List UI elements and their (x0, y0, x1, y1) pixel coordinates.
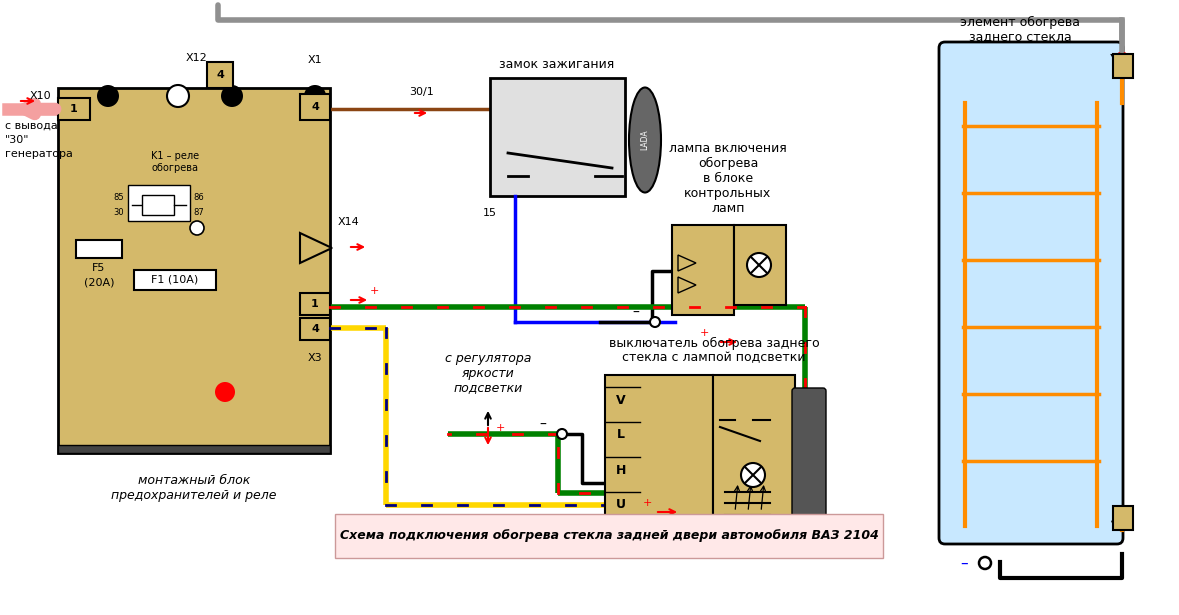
Circle shape (650, 317, 660, 327)
Text: L: L (617, 429, 625, 442)
Text: +: + (643, 498, 652, 508)
Text: +: + (496, 423, 506, 433)
Text: 1: 1 (311, 299, 318, 309)
Text: яркости: яркости (462, 367, 514, 379)
Text: F5: F5 (92, 263, 106, 273)
Bar (134, 270, 216, 290)
Bar (1113, 506, 1133, 530)
Text: V: V (617, 394, 626, 407)
Text: "30": "30" (5, 135, 29, 145)
Text: +: + (369, 286, 378, 296)
Bar (735, 225, 786, 305)
Bar (141, 195, 174, 215)
Bar (672, 225, 735, 315)
Bar (299, 293, 330, 315)
Text: лампа включения: лампа включения (670, 141, 786, 154)
Text: (20А): (20А) (84, 277, 114, 287)
Text: –: – (633, 306, 639, 320)
Bar (335, 514, 883, 558)
Circle shape (97, 85, 119, 107)
Text: X3: X3 (308, 353, 322, 363)
Text: LADA: LADA (640, 130, 650, 150)
Bar (75, 240, 121, 258)
Text: K1 – реле: K1 – реле (151, 151, 199, 161)
Text: H: H (615, 464, 626, 477)
Text: 30/1: 30/1 (409, 87, 434, 97)
Text: X12: X12 (186, 53, 208, 63)
Text: с вывода: с вывода (5, 121, 58, 131)
Text: 4: 4 (311, 102, 320, 112)
Circle shape (979, 557, 992, 569)
Circle shape (190, 221, 204, 235)
Text: контрольных: контрольных (684, 186, 771, 199)
Circle shape (220, 85, 243, 107)
Text: стекла с лампой подсветки: стекла с лампой подсветки (623, 352, 805, 365)
Circle shape (304, 85, 327, 107)
Polygon shape (1112, 507, 1132, 522)
Text: 87: 87 (193, 207, 204, 216)
FancyBboxPatch shape (938, 42, 1124, 544)
Bar (1113, 54, 1133, 78)
Text: подсветки: подсветки (454, 381, 522, 394)
Text: элемент обогрева: элемент обогрева (960, 15, 1080, 28)
Text: +: + (699, 328, 709, 338)
Text: замок зажигания: замок зажигания (500, 57, 614, 71)
FancyBboxPatch shape (792, 388, 826, 526)
Text: 85: 85 (113, 192, 124, 202)
Text: U: U (615, 499, 626, 512)
Bar (129, 185, 190, 221)
Polygon shape (678, 277, 696, 293)
Text: монтажный блок: монтажный блок (138, 474, 250, 486)
Text: F1 (10А): F1 (10А) (151, 274, 198, 284)
Text: предохранителей и реле: предохранителей и реле (111, 490, 277, 502)
Text: 1: 1 (70, 104, 78, 114)
Bar (208, 62, 233, 88)
Text: 15: 15 (483, 208, 498, 218)
Text: X10: X10 (29, 91, 51, 101)
Text: 4: 4 (216, 70, 224, 80)
Ellipse shape (630, 87, 661, 192)
Circle shape (556, 429, 567, 439)
Circle shape (747, 253, 771, 277)
Text: Схема подключения обогрева стекла задней двери автомобиля ВАЗ 2104: Схема подключения обогрева стекла задней… (340, 530, 878, 542)
Bar (605, 375, 713, 537)
Bar (490, 78, 625, 196)
Bar (58, 98, 90, 120)
Bar (58, 88, 330, 453)
Bar (713, 375, 795, 527)
Text: выключатель обогрева заднего: выключатель обогрева заднего (608, 336, 819, 349)
Text: обогрева: обогрева (698, 156, 758, 170)
Text: в блоке: в блоке (703, 172, 753, 184)
Text: с регулятора: с регулятора (444, 352, 532, 365)
Circle shape (215, 382, 235, 402)
Text: ламп: ламп (711, 202, 745, 215)
Circle shape (740, 463, 765, 487)
Text: –: – (540, 418, 546, 432)
Text: заднего стекла: заднего стекла (969, 31, 1072, 44)
Text: генератора: генератора (5, 149, 73, 159)
Text: X1: X1 (308, 55, 322, 65)
Text: –: – (960, 555, 968, 571)
Bar (299, 94, 330, 120)
Text: 86: 86 (193, 192, 204, 202)
Text: X14: X14 (338, 217, 360, 227)
Text: 4: 4 (311, 324, 320, 334)
Polygon shape (1112, 55, 1132, 72)
Polygon shape (678, 255, 696, 271)
Polygon shape (299, 233, 332, 263)
Text: 30: 30 (113, 207, 124, 216)
Circle shape (167, 85, 189, 107)
Text: обогрева: обогрева (151, 163, 198, 173)
Bar (58, 445, 330, 453)
Bar (299, 318, 330, 340)
